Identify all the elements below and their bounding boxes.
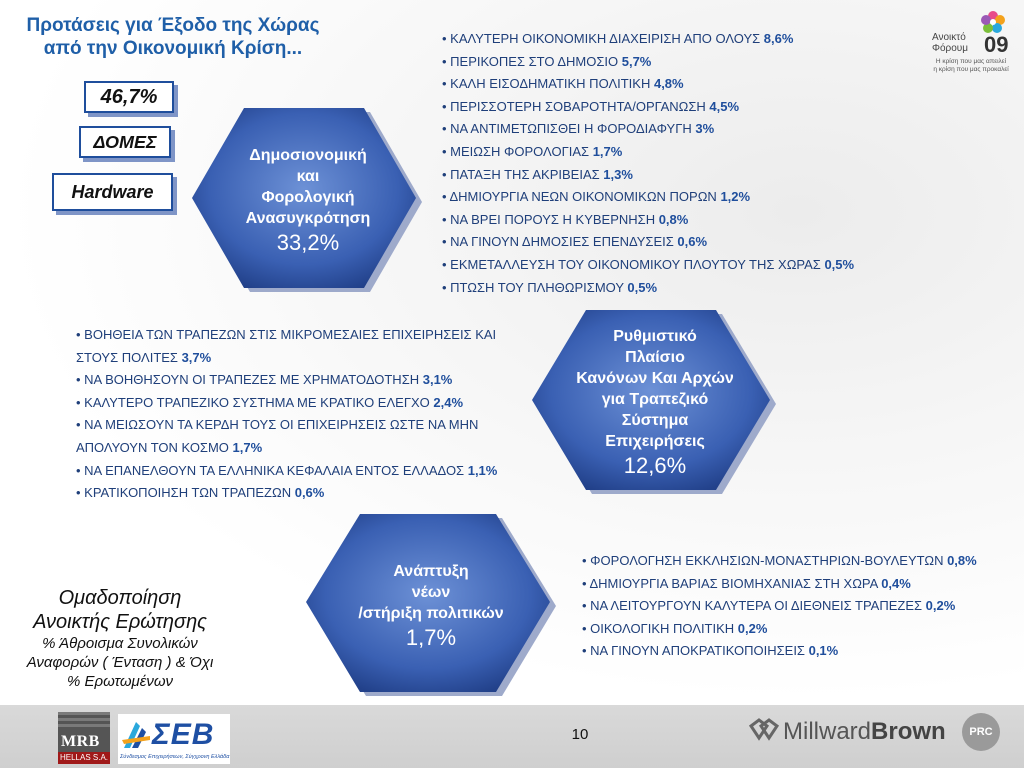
list-item: • ΟΙΚΟΛΟΓΙΚΗ ΠΟΛΙΤΙΚΗ 0,2% [582,620,768,636]
forum-logo-number: 09 [984,32,1009,57]
list-item: • ΠΕΡΙΚΟΠΕΣ ΣΤΟ ΔΗΜΟΣΙΟ 5,7% [442,53,652,69]
hexagon-fiscal-shape [192,108,422,292]
list-item: • ΠΤΩΣΗ ΤΟΥ ΠΛΗΘΩΡΙΣΜΟΥ 0,5% [442,279,658,295]
banking-proposals-list: • ΒΟΗΘΕΙΑ ΤΩΝ ΤΡΑΠΕΖΩΝ ΣΤΙΣ ΜΙΚΡΟΜΕΣΑΙΕΣ… [76,324,526,505]
hexagon-development-shape [306,514,556,696]
forum-logo-text: Ανοικτό Φόρουμ [932,32,969,54]
list-item: • ΔΗΜΙΟΥΡΓΙΑ ΒΑΡΙΑΣ ΒΙΟΜΗΧΑΝΙΑΣ ΣΤΗ ΧΩΡΑ… [582,575,911,591]
hexagon-banking-shape [532,310,776,494]
hexagon-fiscal-percent: 33,2% [276,230,340,255]
methodology-note: Ομαδοποίηση Ανοικτής Ερώτησης % Άθροισμα… [26,587,214,690]
page-number: 10 [571,726,589,743]
list-item: • ΚΑΛΥΤΕΡΗ ΟΙΚΟΝΟΜΙΚΗ ΔΙΑΧΕΙΡΙΣΗ ΑΠΟ ΟΛΟ… [442,31,794,46]
forum-logo-tagline: Η κρίση που μας απειλεί η κρίση που μας … [933,58,1009,73]
hexagon-fiscal: Δημοσιονομική και Φορολογική Ανασυγκρότη… [188,106,428,296]
hexagon-banking: Ρυθμιστικό Πλαίσιο Κανόνων Και Αρχών για… [530,308,780,498]
development-proposals-list: • ΦΟΡΟΛΟΓΗΣΗ ΕΚΚΛΗΣΙΩΝ-ΜΟΝΑΣΤΗΡΙΩΝ-ΒΟΥΛΕ… [582,550,977,663]
millward-brown-emblem-icon [748,718,780,741]
flower-icon [981,11,1005,33]
list-item: • ΝΑ ΓΙΝΟΥΝ ΔΗΜΟΣΙΕΣ ΕΠΕΝΔΥΣΕΙΣ 0,6% [442,234,708,250]
mrb-logo: MRB HELLAS S.A. [58,712,110,764]
open-forum-logo: Ανοικτό Φόρουμ 09 Η κρίση που μας απειλε… [922,10,1018,80]
list-item: • ΠΕΡΙΣΣΟΤΕΡΗ ΣΟΒΑΡΟΤΗΤΑ/ΟΡΓΑΝΩΣΗ 4,5% [442,98,740,114]
list-item: • ΚΡΑΤΙΚΟΠΟΙΗΣΗ ΤΩΝ ΤΡΑΠΕΖΩΝ 0,6% [76,485,325,501]
title-line-1: Προτάσεις για Έξοδο της Χώρας [26,15,320,36]
seb-emblem-icon [122,722,150,748]
percent-badge: 46,7% [84,81,174,113]
hexagon-banking-percent: 12,6% [623,453,687,478]
hexagon-development-text: Ανάπτυξη νέων /στήριξη πολιτικών 1,7% [358,562,504,650]
list-item: • ΝΑ ΒΡΕΙ ΠΟΡΟΥΣ Η ΚΥΒΕΡΝΗΣΗ 0,8% [442,211,689,227]
list-item: • ΝΑ ΛΕΙΤΟΥΡΓΟΥΝ ΚΑΛΥΤΕΡΑ ΟΙ ΔΙΕΘΝΕΙΣ ΤΡ… [582,598,956,614]
list-item: • ΚΑΛΥΤΕΡΟ ΤΡΑΠΕΖΙΚΟ ΣΥΣΤΗΜΑ ΜΕ ΚΡΑΤΙΚΟ … [76,394,464,410]
hexagon-development-percent: 1,7% [405,624,457,650]
list-item: • ΔΗΜΙΟΥΡΓΙΑ ΝΕΩΝ ΟΙΚΟΝΟΜΙΚΩΝ ΠΟΡΩΝ 1,2% [442,189,751,205]
list-item: • ΝΑ ΑΝΤΙΜΕΤΩΠΙΣΘΕΙ Η ΦΟΡΟΔΙΑΦΥΓΗ 3% [442,121,715,137]
hexagon-banking-text: Ρυθμιστικό Πλαίσιο Κανόνων Και Αρχών για… [576,328,734,478]
list-item: • ΝΑ ΒΟΗΘΗΣΟΥΝ ΟΙ ΤΡΑΠΕΖΕΣ ΜΕ ΧΡΗΜΑΤΟΔΟΤ… [76,372,453,388]
list-item: • ΕΚΜΕΤΑΛΛΕΥΣΗ ΤΟΥ ΟΙΚΟΝΟΜΙΚΟΥ ΠΛΟΥΤΟΥ Τ… [442,256,855,272]
hexagon-fiscal-text: Δημοσιονομική και Φορολογική Ανασυγκρότη… [245,147,371,255]
list-item: • ΝΑ ΓΙΝΟΥΝ ΑΠΟΚΡΑΤΙΚΟΠΟΙΗΣΕΙΣ 0,1% [582,643,839,659]
list-item: • ΚΑΛΗ ΕΙΣΟΔΗΜΑΤΙΚΗ ΠΟΛΙΤΙΚΗ 4,8% [442,76,684,92]
list-item: • ΦΟΡΟΛΟΓΗΣΗ ΕΚΚΛΗΣΙΩΝ-ΜΟΝΑΣΤΗΡΙΩΝ-ΒΟΥΛΕ… [582,553,977,568]
list-item: • ΜΕΙΩΣΗ ΦΟΡΟΛΟΓΙΑΣ 1,7% [442,143,623,159]
page-title: Προτάσεις για Έξοδο της Χώρας από την Οι… [8,14,338,60]
list-item: • ΝΑ ΕΠΑΝΕΛΘΟΥΝ ΤΑ ΕΛΛΗΝΙΚΑ ΚΕΦΑΛΑΙΑ ΕΝΤ… [76,462,498,478]
prc-logo: PRC [962,713,1000,751]
list-item: • ΝΑ ΜΕΙΩΣΟΥΝ ΤΑ ΚΕΡΔΗ ΤΟΥΣ ΟΙ ΕΠΙΧΕΙΡΗΣ… [76,417,479,455]
seb-logo: ΣΕΒ Σύνδεσμος Επιχειρήσεων, Σύγχρονη Ελλ… [118,714,230,764]
list-item: • ΒΟΗΘΕΙΑ ΤΩΝ ΤΡΑΠΕΖΩΝ ΣΤΙΣ ΜΙΚΡΟΜΕΣΑΙΕΣ… [76,327,497,365]
hexagon-development: Ανάπτυξη νέων /στήριξη πολιτικών 1,7% [302,512,560,700]
list-item: • ΠΑΤΑΞΗ ΤΗΣ ΑΚΡΙΒΕΙΑΣ 1,3% [442,166,633,182]
structures-badge: ΔΟΜΕΣ [79,126,171,158]
hardware-badge: Hardware [52,173,173,211]
fiscal-proposals-list: • ΚΑΛΥΤΕΡΗ ΟΙΚΟΝΟΜΙΚΗ ΔΙΑΧΕΙΡΙΣΗ ΑΠΟ ΟΛΟ… [442,28,854,299]
millward-brown-logo: MillwardBrown [745,714,946,748]
title-line-2: από την Οικονομική Κρίση... [43,38,303,59]
